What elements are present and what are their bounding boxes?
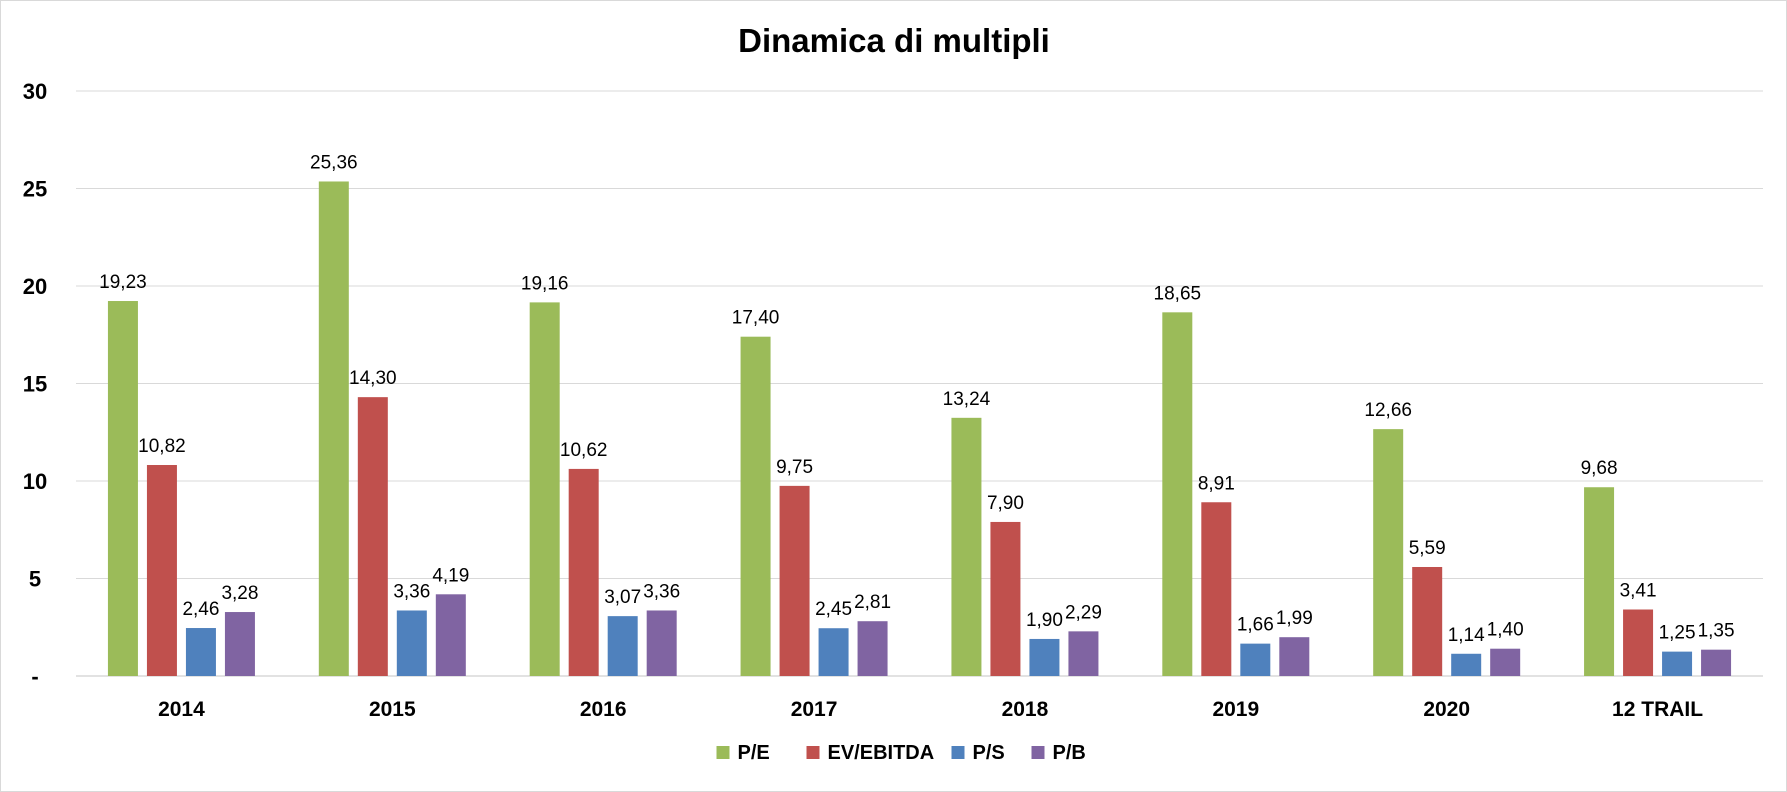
y-tick-label: 10 bbox=[23, 469, 47, 494]
bar-p-e bbox=[951, 417, 982, 676]
data-label: 12,66 bbox=[1364, 400, 1412, 421]
chart-title: Dinamica di multipli bbox=[738, 22, 1050, 59]
x-tick-label: 2016 bbox=[580, 698, 627, 721]
y-tick-label: - bbox=[31, 664, 38, 689]
data-label: 1,99 bbox=[1276, 608, 1313, 629]
data-label: 3,41 bbox=[1620, 581, 1657, 602]
data-label: 3,07 bbox=[604, 587, 641, 608]
gridlines bbox=[76, 90, 1763, 677]
data-label: 13,24 bbox=[943, 389, 991, 410]
data-label: 8,91 bbox=[1198, 473, 1235, 494]
data-label: 5,59 bbox=[1409, 538, 1446, 559]
data-label: 3,36 bbox=[643, 581, 680, 602]
bar-p-e bbox=[318, 181, 349, 677]
y-tick-label: 15 bbox=[23, 372, 47, 397]
y-tick-label: 5 bbox=[29, 567, 41, 592]
bar-p-b bbox=[857, 621, 888, 676]
legend-label: P/E bbox=[738, 742, 770, 764]
data-label: 10,62 bbox=[560, 440, 608, 461]
bar-ev-ebitda bbox=[1623, 609, 1654, 676]
data-label: 18,65 bbox=[1154, 283, 1202, 304]
bar-ev-ebitda bbox=[1412, 566, 1443, 676]
data-label: 2,81 bbox=[854, 592, 891, 613]
bar-p-e bbox=[740, 336, 771, 676]
bar-p-b bbox=[1068, 631, 1099, 676]
data-label: 9,75 bbox=[776, 457, 813, 478]
bar-p-s bbox=[818, 628, 849, 676]
data-label: 2,29 bbox=[1065, 602, 1102, 623]
bar-p-b bbox=[1701, 649, 1732, 676]
bar-p-s bbox=[607, 616, 638, 676]
bar-ev-ebitda bbox=[1201, 502, 1232, 676]
legend-swatch bbox=[951, 746, 965, 759]
x-tick-label: 2014 bbox=[158, 698, 205, 721]
data-label: 10,82 bbox=[138, 436, 186, 457]
y-tick-label: 25 bbox=[23, 177, 47, 202]
y-tick-label: 20 bbox=[23, 274, 47, 299]
bar-p-s bbox=[185, 628, 216, 676]
legend-swatch bbox=[806, 746, 820, 759]
bar-p-e bbox=[1584, 487, 1615, 676]
data-label: 4,19 bbox=[432, 565, 469, 586]
bar-p-s bbox=[1029, 638, 1060, 676]
data-label: 1,35 bbox=[1698, 621, 1735, 642]
bar-p-s bbox=[1662, 651, 1693, 676]
bar-p-e bbox=[1162, 312, 1193, 676]
bar-p-b bbox=[646, 610, 677, 676]
bar-p-s bbox=[1451, 653, 1482, 676]
bars bbox=[107, 181, 1732, 677]
bar-p-b bbox=[1279, 637, 1310, 676]
legend-swatch bbox=[716, 746, 730, 759]
x-tick-label: 2019 bbox=[1212, 698, 1259, 721]
x-tick-label: 2020 bbox=[1423, 698, 1470, 721]
legend-label: EV/EBITDA bbox=[828, 742, 935, 764]
data-label: 1,90 bbox=[1026, 610, 1063, 631]
x-axis-ticks: 2014 2015 2016 2017 2018 2019 2020 12 TRAIL bbox=[158, 698, 1703, 721]
x-tick-label: 2018 bbox=[1002, 698, 1049, 721]
bar-p-b bbox=[1490, 648, 1521, 676]
y-axis-ticks: - 5 10 15 20 25 30 bbox=[23, 79, 47, 689]
data-label: 2,46 bbox=[182, 599, 219, 620]
data-label: 3,28 bbox=[221, 583, 258, 604]
y-tick-label: 30 bbox=[23, 79, 47, 104]
data-labels: 19,2310,822,463,2825,3614,303,364,1919,1… bbox=[99, 152, 1734, 645]
bar-p-s bbox=[396, 610, 427, 676]
bar-p-b bbox=[224, 612, 255, 676]
data-label: 9,68 bbox=[1581, 458, 1618, 479]
legend-label: P/S bbox=[973, 742, 1005, 764]
data-label: 1,25 bbox=[1659, 623, 1696, 644]
legend-swatch bbox=[1031, 746, 1045, 759]
bar-ev-ebitda bbox=[990, 521, 1021, 676]
bar-p-e bbox=[529, 302, 560, 676]
data-label: 25,36 bbox=[310, 152, 358, 173]
bar-p-s bbox=[1240, 643, 1271, 676]
data-label: 19,16 bbox=[521, 273, 569, 294]
legend: P/E EV/EBITDA P/S P/B bbox=[716, 742, 1086, 764]
bar-ev-ebitda bbox=[357, 397, 388, 676]
data-label: 1,66 bbox=[1237, 615, 1274, 636]
bar-p-e bbox=[107, 301, 138, 676]
bar-ev-ebitda bbox=[146, 465, 177, 676]
legend-label: P/B bbox=[1053, 742, 1086, 764]
data-label: 17,40 bbox=[732, 308, 780, 329]
bar-p-e bbox=[1373, 429, 1404, 676]
bar-ev-ebitda bbox=[779, 485, 810, 676]
bar-ev-ebitda bbox=[568, 468, 599, 676]
data-label: 19,23 bbox=[99, 272, 147, 293]
x-tick-label: 2015 bbox=[369, 698, 416, 721]
data-label: 2,45 bbox=[815, 599, 852, 620]
bar-p-b bbox=[435, 594, 466, 676]
data-label: 1,14 bbox=[1448, 625, 1485, 646]
data-label: 7,90 bbox=[987, 493, 1024, 514]
data-label: 14,30 bbox=[349, 368, 397, 389]
x-tick-label: 2017 bbox=[791, 698, 838, 721]
data-label: 3,36 bbox=[393, 581, 430, 602]
data-label: 1,40 bbox=[1487, 620, 1524, 641]
x-tick-label: 12 TRAIL bbox=[1612, 698, 1703, 721]
